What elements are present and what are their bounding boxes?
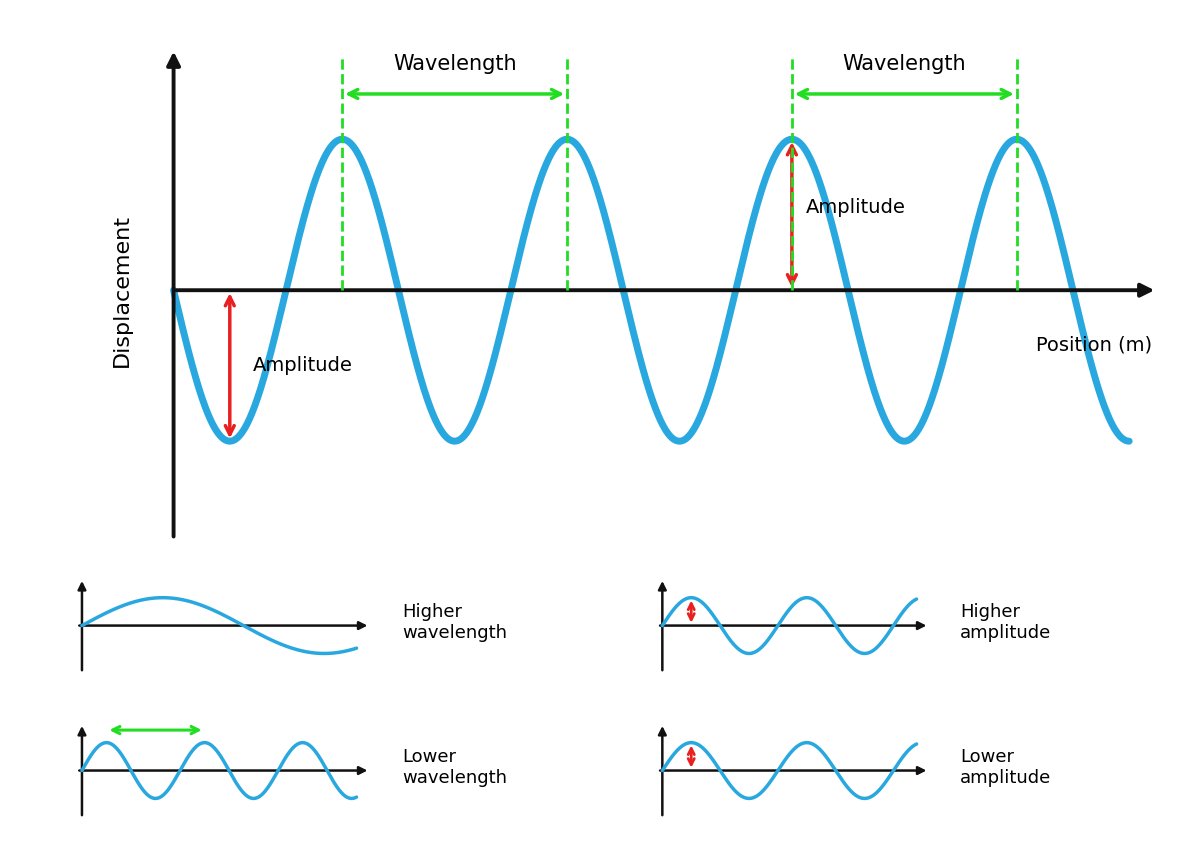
Text: Higher
wavelength: Higher wavelength <box>402 603 508 642</box>
Text: Wavelength: Wavelength <box>392 54 516 74</box>
Text: Lower
wavelength: Lower wavelength <box>402 748 508 787</box>
Text: Position (m): Position (m) <box>1037 336 1152 354</box>
Text: Displacement: Displacement <box>112 214 132 366</box>
Text: Wavelength: Wavelength <box>842 54 966 74</box>
Text: Lower
amplitude: Lower amplitude <box>960 748 1051 787</box>
Text: Amplitude: Amplitude <box>253 356 353 375</box>
Text: Amplitude: Amplitude <box>806 198 906 217</box>
Text: Higher
amplitude: Higher amplitude <box>960 603 1051 642</box>
